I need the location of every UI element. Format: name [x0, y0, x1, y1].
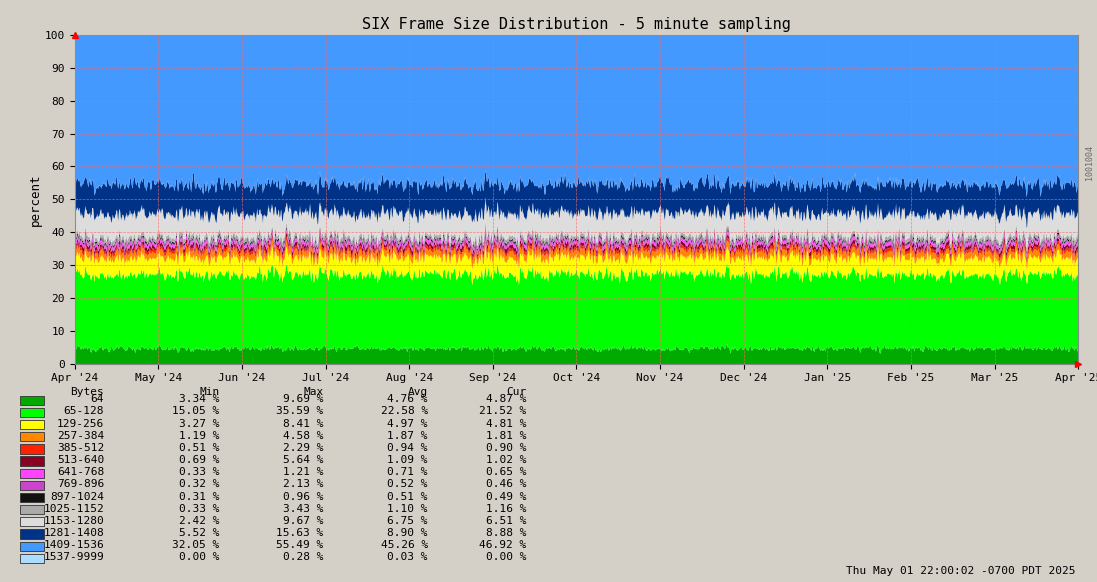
Text: 0.51 %: 0.51 % [179, 443, 219, 453]
Text: 4.58 %: 4.58 % [283, 431, 324, 441]
Text: 0.52 %: 0.52 % [387, 480, 428, 489]
Text: 6.51 %: 6.51 % [486, 516, 527, 526]
Text: 1.87 %: 1.87 % [387, 431, 428, 441]
Text: 0.96 %: 0.96 % [283, 492, 324, 502]
Text: 5.64 %: 5.64 % [283, 455, 324, 465]
Text: 22.58 %: 22.58 % [381, 406, 428, 417]
Text: 0.32 %: 0.32 % [179, 480, 219, 489]
Text: 769-896: 769-896 [57, 480, 104, 489]
Text: 65-128: 65-128 [64, 406, 104, 417]
Text: 1409-1536: 1409-1536 [44, 540, 104, 550]
Text: 1.10 %: 1.10 % [387, 503, 428, 514]
Text: 0.51 %: 0.51 % [387, 492, 428, 502]
Text: 0.46 %: 0.46 % [486, 480, 527, 489]
Text: 3.27 %: 3.27 % [179, 418, 219, 428]
Text: 1.21 %: 1.21 % [283, 467, 324, 477]
Text: 897-1024: 897-1024 [50, 492, 104, 502]
Text: 0.49 %: 0.49 % [486, 492, 527, 502]
Text: 6.75 %: 6.75 % [387, 516, 428, 526]
Bar [20, 456, 44, 466]
Text: 257-384: 257-384 [57, 431, 104, 441]
Text: 46.92 %: 46.92 % [479, 540, 527, 550]
Bar [20, 432, 44, 441]
Text: 1.09 %: 1.09 % [387, 455, 428, 465]
Text: 0.28 %: 0.28 % [283, 552, 324, 562]
Text: 1.81 %: 1.81 % [486, 431, 527, 441]
Y-axis label: percent: percent [29, 173, 42, 226]
Text: 64: 64 [91, 394, 104, 404]
Text: 0.33 %: 0.33 % [179, 467, 219, 477]
Text: 1537-9999: 1537-9999 [44, 552, 104, 562]
Text: 4.87 %: 4.87 % [486, 394, 527, 404]
Text: 129-256: 129-256 [57, 418, 104, 428]
Text: 0.69 %: 0.69 % [179, 455, 219, 465]
Bar [20, 396, 44, 405]
Text: 4.81 %: 4.81 % [486, 418, 527, 428]
Text: 2.29 %: 2.29 % [283, 443, 324, 453]
Text: 2.13 %: 2.13 % [283, 480, 324, 489]
Text: 0.94 %: 0.94 % [387, 443, 428, 453]
Text: 0.90 %: 0.90 % [486, 443, 527, 453]
Bar [20, 444, 44, 453]
Text: 8.88 %: 8.88 % [486, 528, 527, 538]
Text: 8.90 %: 8.90 % [387, 528, 428, 538]
Bar [20, 420, 44, 430]
Text: 3.43 %: 3.43 % [283, 503, 324, 514]
Text: Max: Max [304, 387, 324, 397]
Text: 0.65 %: 0.65 % [486, 467, 527, 477]
Bar [20, 542, 44, 551]
Text: 0.00 %: 0.00 % [486, 552, 527, 562]
Bar [20, 493, 44, 502]
Bar [20, 481, 44, 490]
Text: 1.16 %: 1.16 % [486, 503, 527, 514]
Text: 0.71 %: 0.71 % [387, 467, 428, 477]
Bar [20, 553, 44, 563]
Bar [20, 530, 44, 538]
Text: 21.52 %: 21.52 % [479, 406, 527, 417]
Text: 0.31 %: 0.31 % [179, 492, 219, 502]
Title: SIX Frame Size Distribution - 5 minute sampling: SIX Frame Size Distribution - 5 minute s… [362, 17, 791, 33]
Text: 8.41 %: 8.41 % [283, 418, 324, 428]
Text: 15.05 %: 15.05 % [172, 406, 219, 417]
Text: 0.03 %: 0.03 % [387, 552, 428, 562]
Bar [20, 517, 44, 527]
Text: 32.05 %: 32.05 % [172, 540, 219, 550]
Text: 385-512: 385-512 [57, 443, 104, 453]
Bar [20, 408, 44, 417]
Text: 3.34 %: 3.34 % [179, 394, 219, 404]
Bar [20, 469, 44, 478]
Text: Thu May 01 22:00:02 -0700 PDT 2025: Thu May 01 22:00:02 -0700 PDT 2025 [846, 566, 1075, 576]
Text: 9.69 %: 9.69 % [283, 394, 324, 404]
Text: 2.42 %: 2.42 % [179, 516, 219, 526]
Text: 513-640: 513-640 [57, 455, 104, 465]
Text: 9.67 %: 9.67 % [283, 516, 324, 526]
Text: 15.63 %: 15.63 % [276, 528, 324, 538]
Text: 641-768: 641-768 [57, 467, 104, 477]
Text: 35.59 %: 35.59 % [276, 406, 324, 417]
Text: 4.97 %: 4.97 % [387, 418, 428, 428]
Text: 5.52 %: 5.52 % [179, 528, 219, 538]
Text: Min: Min [200, 387, 219, 397]
Text: 45.26 %: 45.26 % [381, 540, 428, 550]
Text: 1001004: 1001004 [1085, 146, 1094, 180]
Text: 55.49 %: 55.49 % [276, 540, 324, 550]
Text: 1.19 %: 1.19 % [179, 431, 219, 441]
Text: 4.76 %: 4.76 % [387, 394, 428, 404]
Text: 0.00 %: 0.00 % [179, 552, 219, 562]
Text: 1281-1408: 1281-1408 [44, 528, 104, 538]
Text: Cur: Cur [507, 387, 527, 397]
Text: 1025-1152: 1025-1152 [44, 503, 104, 514]
Bar [20, 505, 44, 514]
Text: 1153-1280: 1153-1280 [44, 516, 104, 526]
Text: 0.33 %: 0.33 % [179, 503, 219, 514]
Text: Bytes: Bytes [70, 387, 104, 397]
Text: Avg: Avg [408, 387, 428, 397]
Text: 1.02 %: 1.02 % [486, 455, 527, 465]
